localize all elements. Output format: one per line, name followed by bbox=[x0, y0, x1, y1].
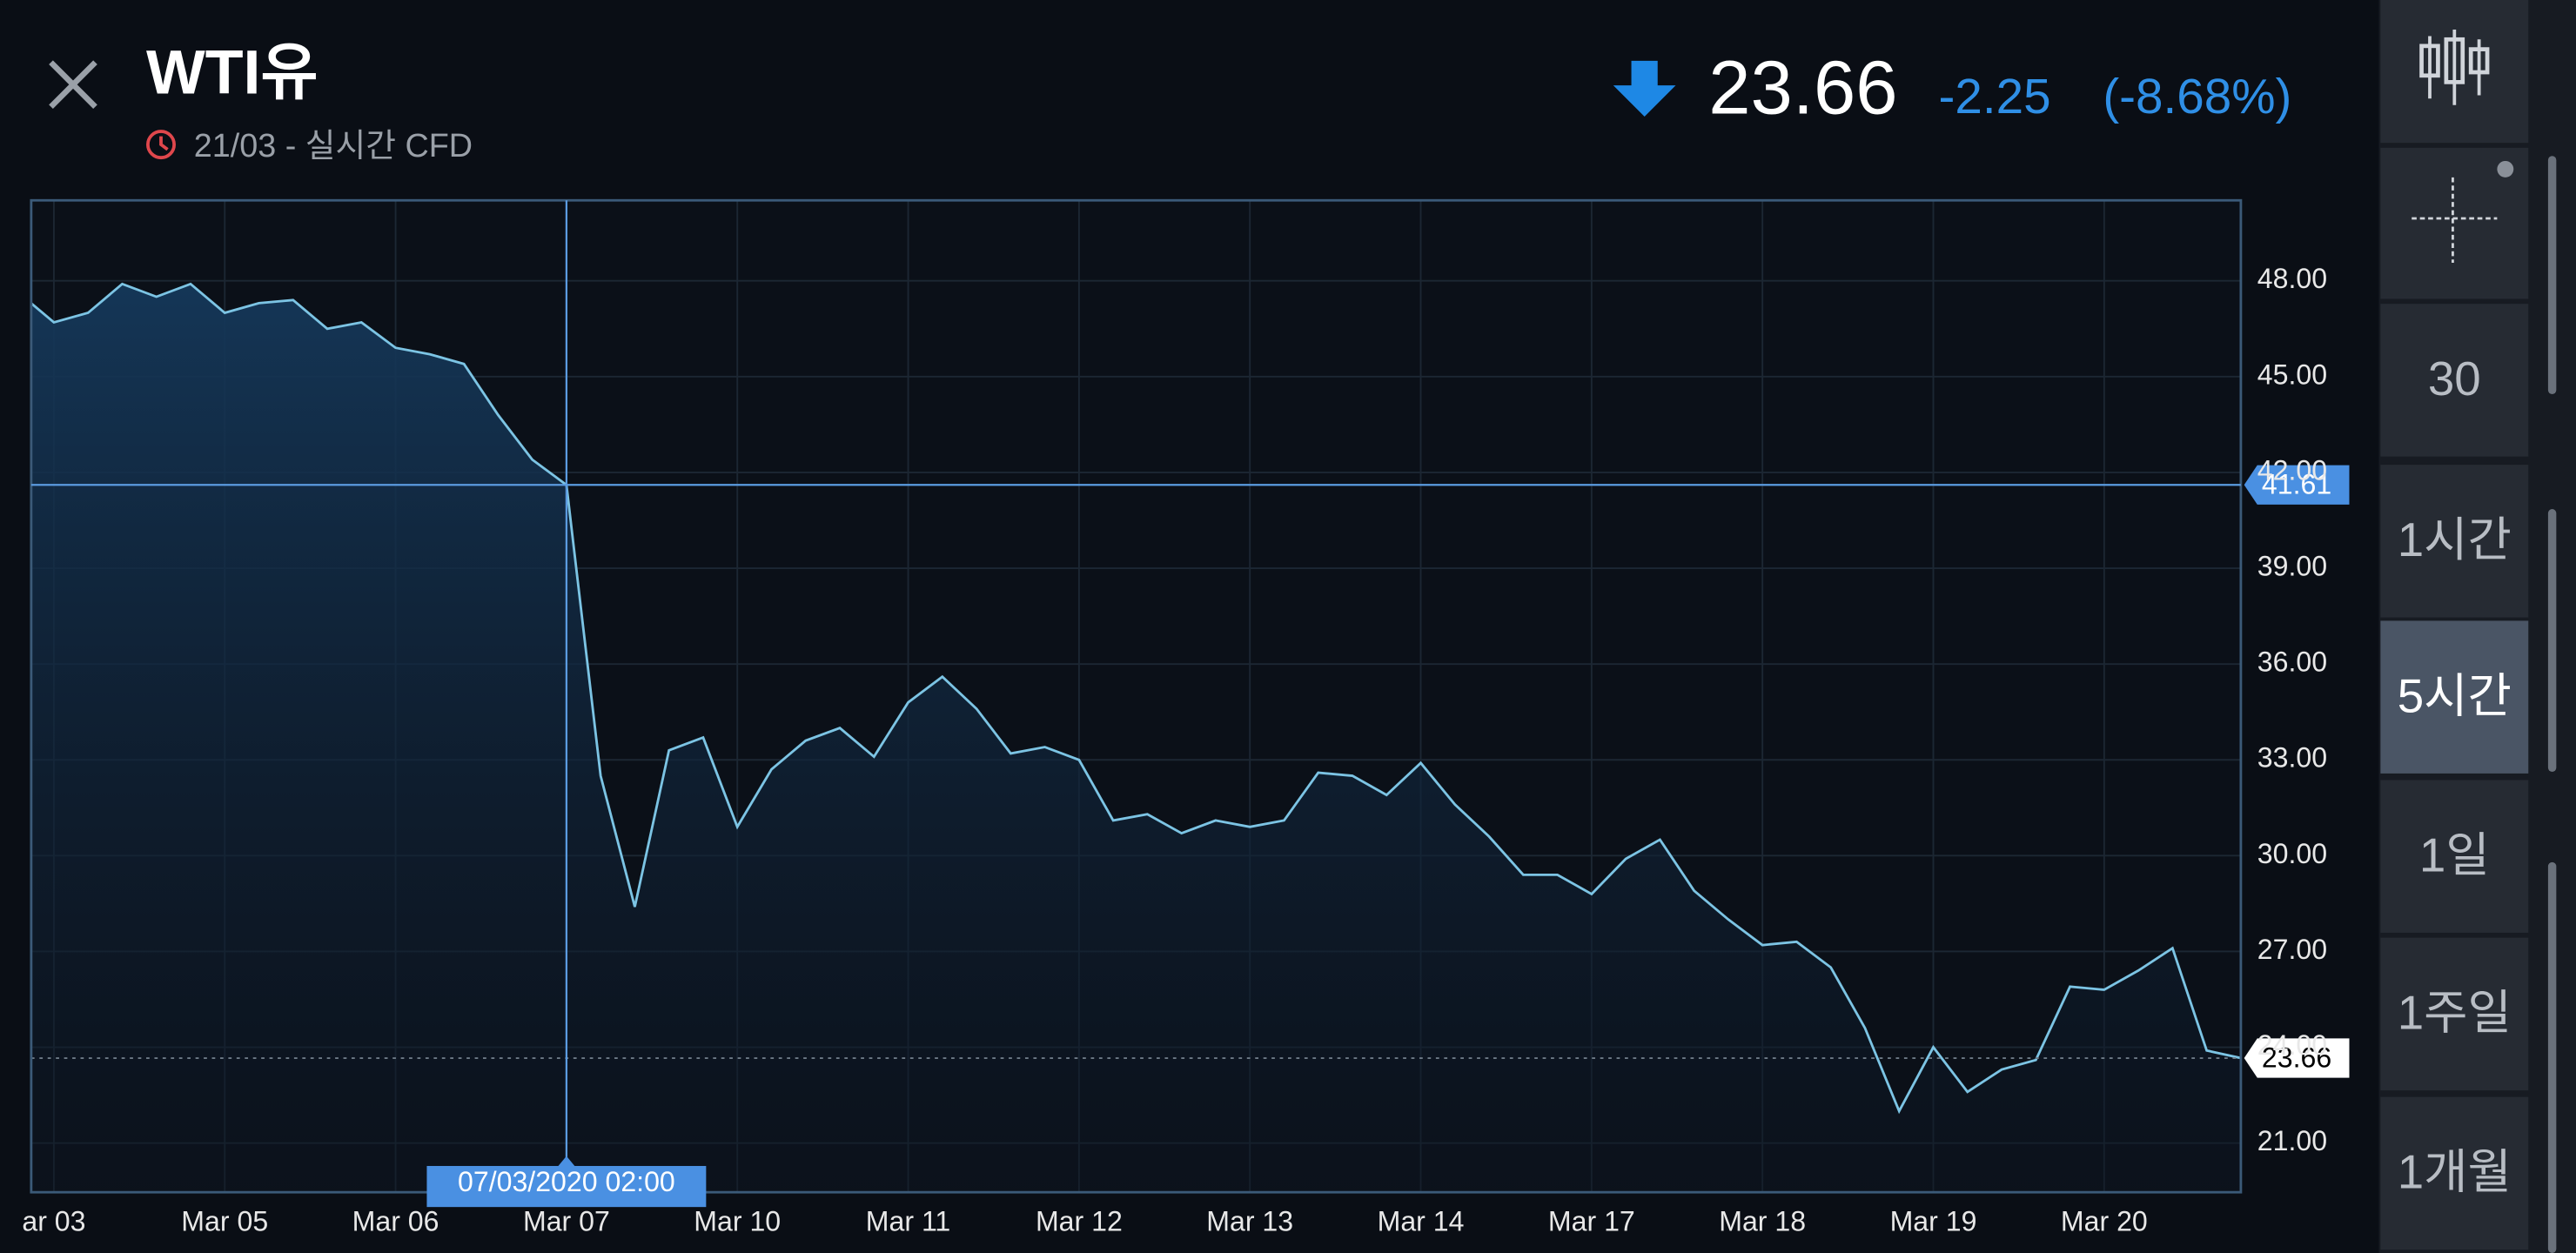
subtitle: 21/03 - 실시간 CFD bbox=[194, 127, 473, 164]
x-tick-label: Mar 07 bbox=[523, 1206, 610, 1237]
y-tick-label: 21.00 bbox=[2257, 1125, 2327, 1156]
interval-button[interactable]: 1주일 bbox=[2380, 937, 2529, 1091]
interval-label: 1일 bbox=[2419, 828, 2490, 882]
area bbox=[30, 284, 2241, 1193]
y-tick-label: 33.00 bbox=[2257, 742, 2327, 774]
x-tick-label: Mar 06 bbox=[352, 1206, 439, 1237]
x-tick-label: Mar 05 bbox=[181, 1206, 268, 1237]
x-tick-label: Mar 12 bbox=[1036, 1206, 1123, 1237]
x-tick-label: Mar 13 bbox=[1206, 1206, 1293, 1237]
x-tick-label: Mar 19 bbox=[1890, 1206, 1977, 1237]
y-tick-label: 36.00 bbox=[2257, 647, 2327, 678]
crosshair-date-tag bbox=[426, 1165, 707, 1208]
x-tick-label: ar 03 bbox=[22, 1206, 85, 1237]
x-tick-label: Mar 18 bbox=[1719, 1206, 1806, 1237]
scrollbar bbox=[2547, 861, 2557, 1253]
y-tick-label: 30.00 bbox=[2257, 838, 2327, 869]
crosshair-date-pointer bbox=[558, 1156, 575, 1166]
button-bg bbox=[2380, 465, 2529, 618]
candle-body bbox=[2468, 47, 2490, 75]
button-bg bbox=[2380, 937, 2529, 1091]
interval-label: 5시간 bbox=[2398, 668, 2512, 722]
x-tick-label: Mar 20 bbox=[2061, 1206, 2148, 1237]
scrollbar bbox=[2547, 156, 2557, 394]
interval-label: 1주일 bbox=[2398, 986, 2512, 1040]
last-price-label: 23.66 bbox=[2262, 1042, 2331, 1073]
y-tick-label: 42.00 bbox=[2257, 454, 2327, 486]
interval-label: 1개월 bbox=[2398, 1145, 2512, 1199]
candle-body bbox=[2444, 37, 2465, 84]
x-tick-label: Mar 11 bbox=[866, 1206, 950, 1237]
last-price-tag bbox=[2244, 1038, 2350, 1078]
close-button[interactable] bbox=[49, 60, 97, 110]
interval-label: 30 bbox=[2428, 352, 2481, 405]
y-tick-label: 39.00 bbox=[2257, 551, 2327, 582]
crosshair-price-label: 41.61 bbox=[2262, 469, 2331, 500]
y-tick-label: 48.00 bbox=[2257, 263, 2327, 294]
price-change-pct: (-8.68%) bbox=[2103, 69, 2291, 124]
button-bg bbox=[2380, 1096, 2529, 1250]
candle-body bbox=[2419, 44, 2440, 78]
interval-button[interactable]: 1개월 bbox=[2380, 1096, 2529, 1250]
crosshair-date-label: 07/03/2020 02:00 bbox=[458, 1166, 675, 1197]
crosshair-price-tag bbox=[2244, 465, 2350, 505]
down-arrow bbox=[1613, 60, 1676, 117]
indicator-dot bbox=[2497, 160, 2514, 178]
plot-border bbox=[30, 198, 2243, 1194]
interval-button[interactable]: 30 bbox=[2380, 304, 2529, 457]
clock-icon bbox=[146, 130, 176, 160]
price: 23.66 bbox=[1708, 46, 1897, 131]
chart-type-button[interactable] bbox=[2380, 0, 2529, 144]
line bbox=[30, 282, 2241, 1115]
button-bg bbox=[2380, 780, 2529, 933]
x-tick-label: Mar 10 bbox=[694, 1206, 781, 1237]
sidebar-buttons: 30 1시간 5시간 1일 1주일 1개월 bbox=[2380, 0, 2557, 1253]
interval-label: 1시간 bbox=[2398, 513, 2512, 566]
x-tick-label: Mar 14 bbox=[1378, 1206, 1465, 1237]
crosshair-button[interactable] bbox=[2380, 147, 2529, 299]
y-tick-label: 45.00 bbox=[2257, 358, 2327, 390]
scrollbar bbox=[2547, 509, 2557, 773]
y-tick-label: 24.00 bbox=[2257, 1029, 2327, 1061]
y-tick-label: 27.00 bbox=[2257, 934, 2327, 965]
x-tick-label: Mar 17 bbox=[1548, 1206, 1635, 1237]
interval-button[interactable]: 1일 bbox=[2380, 780, 2529, 933]
interval-button[interactable]: 5시간 bbox=[2380, 620, 2529, 774]
interval-button[interactable]: 1시간 bbox=[2380, 465, 2529, 618]
button-bg bbox=[2380, 304, 2529, 457]
overlay: 23.66 41.61 07/03/2020 02:00 bbox=[30, 200, 2350, 1208]
button-bg bbox=[2380, 620, 2529, 774]
instrument-title: WTI유 bbox=[146, 38, 318, 108]
price-change: -2.25 bbox=[1939, 69, 2051, 124]
